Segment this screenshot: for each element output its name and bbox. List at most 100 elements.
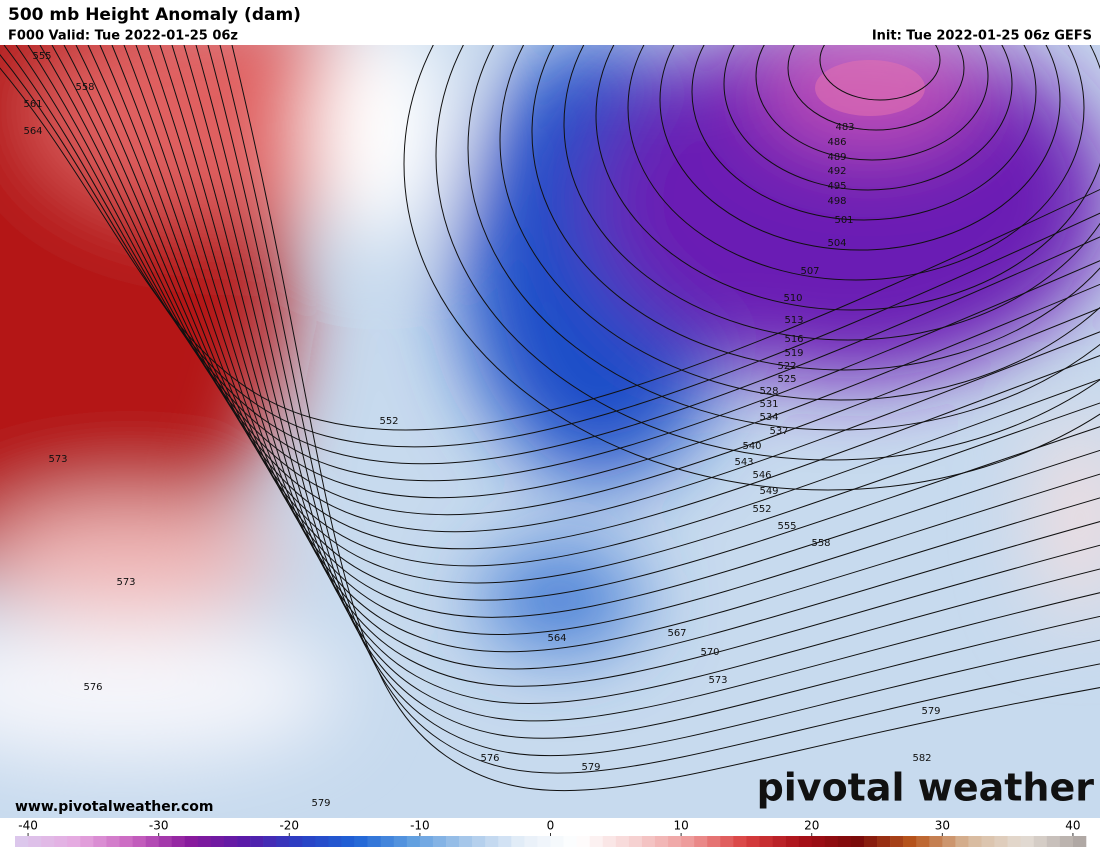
colorbar-swatch xyxy=(733,836,747,847)
contour xyxy=(195,45,1100,739)
colorbar-swatch xyxy=(28,836,42,847)
colorbar-swatch xyxy=(668,836,682,847)
colorbar-swatch xyxy=(472,836,486,847)
colorbar-swatch xyxy=(772,836,786,847)
contour-label: 534 xyxy=(759,412,778,423)
contour xyxy=(819,45,941,101)
contour xyxy=(219,45,1100,774)
colorbar-tick-label: -30 xyxy=(149,819,169,833)
colorbar-swatch xyxy=(746,836,760,847)
contour-label: 486 xyxy=(827,137,846,148)
colorbar-swatch xyxy=(106,836,120,847)
colorbar-swatch xyxy=(589,836,604,847)
colorbar-swatch xyxy=(1033,836,1048,847)
colorbar-swatch xyxy=(537,836,551,847)
logo: pivotal weather xyxy=(757,766,1095,810)
colorbar-swatch xyxy=(432,836,447,847)
colorbar-swatch xyxy=(863,836,878,847)
colorbar-swatch xyxy=(80,836,94,847)
colorbar-swatch xyxy=(890,836,904,847)
colorbar-tick-label: -40 xyxy=(18,819,38,833)
contour-label: 579 xyxy=(921,706,940,717)
colorbar-swatch xyxy=(798,836,813,847)
colorbar-swatch xyxy=(811,836,826,847)
colorbar-swatch xyxy=(576,836,590,847)
colorbar-swatch xyxy=(1020,836,1035,847)
colorbar-swatch xyxy=(237,836,251,847)
contour xyxy=(0,54,1100,448)
contour-label: 555 xyxy=(32,51,51,62)
contour-label: 573 xyxy=(116,577,135,588)
contour xyxy=(99,45,1100,601)
colorbar-swatch xyxy=(498,836,512,847)
colorbar-swatch xyxy=(315,836,329,847)
colorbar-swatch xyxy=(785,836,799,847)
contour-label: 570 xyxy=(700,647,719,658)
colorbar-swatch xyxy=(250,836,264,847)
colorbar-swatch xyxy=(158,836,173,847)
contour-label: 483 xyxy=(835,122,854,133)
colorbar-swatch xyxy=(615,836,630,847)
contour-label: 552 xyxy=(379,416,398,427)
colorbar-swatch xyxy=(968,836,982,847)
contour xyxy=(135,45,1100,653)
contour xyxy=(0,67,1100,431)
contour xyxy=(231,45,1100,792)
colorbar-swatch xyxy=(276,836,290,847)
colorbar-swatch xyxy=(393,836,408,847)
contour-label: 561 xyxy=(23,99,42,110)
colorbar-swatch xyxy=(1072,836,1087,847)
contour-label: 504 xyxy=(827,238,846,249)
contour-label: 546 xyxy=(752,470,771,481)
contour-label: 573 xyxy=(708,675,727,686)
contour-label: 522 xyxy=(777,361,796,372)
website: www.pivotalweather.com xyxy=(15,799,214,815)
colorbar-swatch xyxy=(406,836,421,847)
contour xyxy=(595,45,1100,311)
init-time: Init: Tue 2022-01-25 06z GEFS xyxy=(872,29,1092,44)
contour-label: 498 xyxy=(827,196,846,207)
colorbar-swatch xyxy=(341,836,355,847)
contour xyxy=(659,45,1061,251)
colorbar-swatch xyxy=(550,836,564,847)
colorbar-swatch xyxy=(694,836,708,847)
colorbar-swatch xyxy=(994,836,1008,847)
contour xyxy=(563,45,1100,341)
contour-label: 501 xyxy=(834,215,853,226)
colorbar-swatch xyxy=(328,836,342,847)
colorbar-swatch xyxy=(877,836,891,847)
colorbar-swatch xyxy=(419,836,434,847)
contour-label: 549 xyxy=(759,486,778,497)
colorbar-swatch xyxy=(145,836,159,847)
contour xyxy=(63,45,1100,550)
colorbar-swatch xyxy=(119,836,133,847)
contour-label: 543 xyxy=(734,457,753,468)
contour-label: 507 xyxy=(800,266,819,277)
contour xyxy=(723,45,1013,191)
colorbar-swatch xyxy=(850,836,865,847)
contour xyxy=(183,45,1100,722)
colorbar-swatch xyxy=(903,836,917,847)
colorbar-swatch xyxy=(837,836,852,847)
title: 500 mb Height Anomaly (dam) xyxy=(8,5,301,25)
colorbar-tick-label: 0 xyxy=(547,819,555,833)
contour-label: 531 xyxy=(759,399,778,410)
contour xyxy=(467,45,1100,431)
contour xyxy=(87,45,1100,584)
contour-label: 513 xyxy=(784,315,803,326)
contour-label: 582 xyxy=(912,753,931,764)
contour-label: 579 xyxy=(581,762,600,773)
contour xyxy=(147,45,1100,670)
colorbar-tick-label: -10 xyxy=(410,819,430,833)
colorbar-swatch xyxy=(981,836,995,847)
colorbar-swatch xyxy=(1007,836,1021,847)
contour-label: 492 xyxy=(827,166,846,177)
contour-label: 540 xyxy=(742,441,761,452)
contour xyxy=(435,45,1100,461)
contour xyxy=(51,45,1100,533)
colorbar-swatch xyxy=(289,836,303,847)
colorbar-swatch xyxy=(446,836,460,847)
contour xyxy=(111,45,1100,618)
colorbar-swatch xyxy=(1059,836,1074,847)
contour xyxy=(691,45,1037,221)
